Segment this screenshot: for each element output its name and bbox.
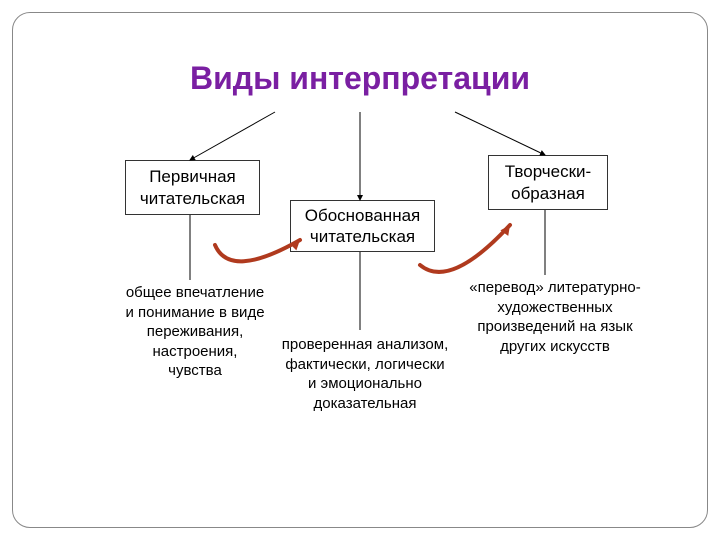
node-primary-label: Первичнаячитательская bbox=[140, 166, 245, 209]
desc-creative: «перевод» литературно-художественныхпрои… bbox=[455, 278, 655, 356]
desc-primary: общее впечатлениеи понимание в видепереж… bbox=[110, 283, 280, 381]
node-creative-label: Творчески-образная bbox=[505, 161, 591, 204]
diagram-title: Виды интерпретации bbox=[0, 60, 720, 97]
node-grounded: Обоснованнаячитательская bbox=[290, 200, 435, 252]
node-grounded-label: Обоснованнаячитательская bbox=[305, 205, 421, 248]
node-primary: Первичнаячитательская bbox=[125, 160, 260, 215]
node-creative: Творчески-образная bbox=[488, 155, 608, 210]
desc-grounded: проверенная анализом,фактически, логичес… bbox=[270, 335, 460, 413]
